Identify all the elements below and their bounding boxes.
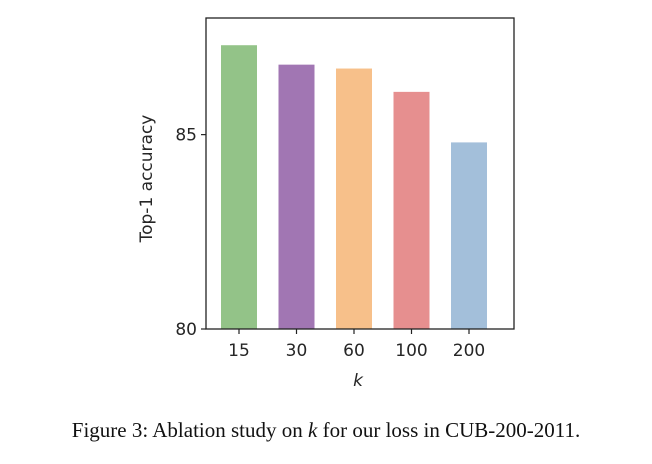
x-axis-title: k: [353, 371, 364, 391]
x-tick-label-30: 30: [286, 341, 308, 361]
x-tick-label-100: 100: [395, 341, 427, 361]
x-tick-label-200: 200: [453, 341, 485, 361]
bar-15: [221, 45, 257, 330]
bar-30: [278, 64, 315, 330]
plot-frame: [205, 17, 515, 330]
caption-prefix: Figure 3: Ablation study on: [71, 418, 309, 442]
y-tick-label-85: 85: [175, 126, 197, 146]
bar-60: [336, 68, 372, 329]
bars-group: [221, 45, 487, 330]
x-tick-label-15: 15: [228, 341, 250, 361]
y-axis-title: Top-1 accuracy: [137, 115, 157, 244]
figure-caption: Figure 3: Ablation study on k for our lo…: [0, 418, 652, 443]
x-tick-label-60: 60: [343, 341, 365, 361]
bar-chart: 80 85 15 30 60 100 200 Top-1 accuracy k: [137, 17, 515, 391]
caption-suffix: for our loss in CUB-200-2011.: [317, 418, 581, 442]
x-axis: 15 30 60 100 200: [228, 329, 485, 361]
bar-100: [393, 91, 430, 329]
y-tick-label-80: 80: [175, 320, 197, 340]
y-axis: 80 85: [175, 126, 206, 340]
caption-variable: k: [308, 418, 318, 442]
bar-200: [451, 142, 487, 329]
